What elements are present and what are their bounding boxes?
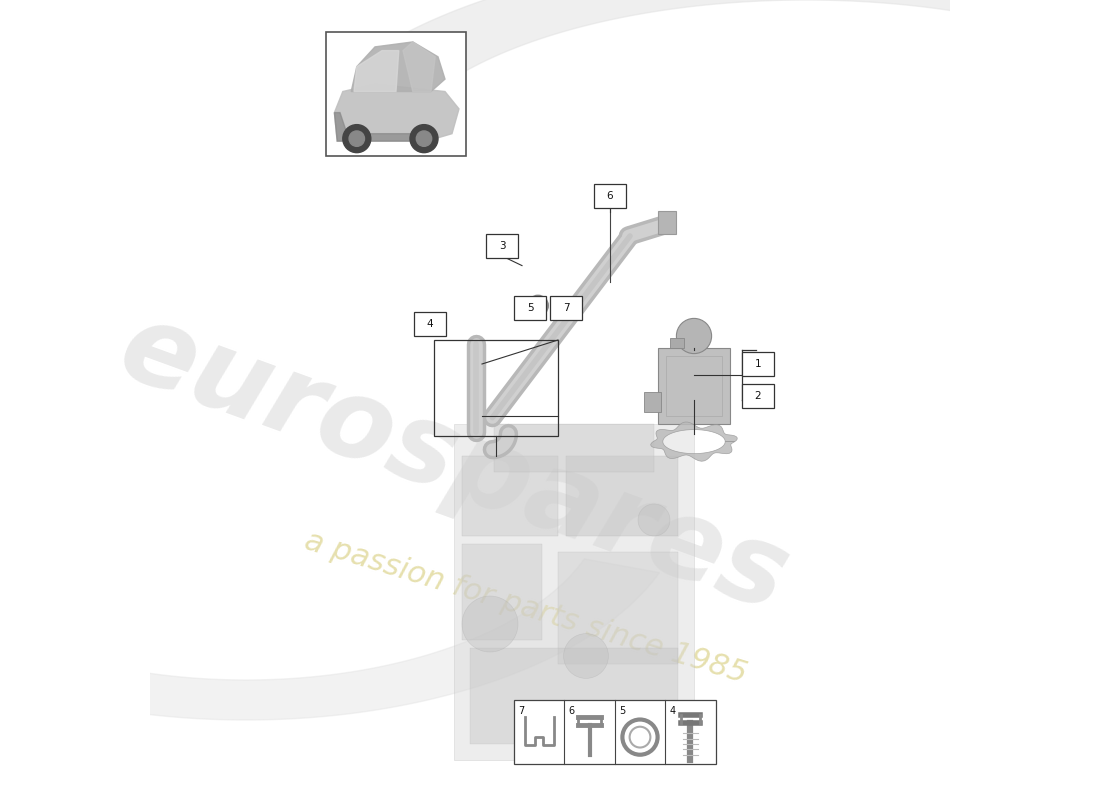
- Text: 5: 5: [527, 303, 534, 313]
- Text: 4: 4: [669, 706, 675, 717]
- Text: 6: 6: [607, 191, 614, 201]
- Text: 4: 4: [427, 319, 433, 329]
- Bar: [644, 392, 661, 412]
- Bar: [670, 338, 684, 348]
- Bar: [742, 352, 774, 376]
- Text: 1: 1: [755, 359, 761, 369]
- Bar: [742, 384, 774, 408]
- Bar: [594, 184, 626, 208]
- Circle shape: [416, 131, 431, 146]
- Text: 5: 5: [619, 706, 625, 717]
- Bar: [470, 648, 678, 744]
- Polygon shape: [351, 42, 446, 91]
- Text: 7: 7: [563, 303, 570, 313]
- Bar: [558, 552, 678, 664]
- Bar: [486, 234, 518, 258]
- Polygon shape: [334, 113, 427, 141]
- Circle shape: [349, 131, 364, 146]
- Bar: [514, 296, 546, 320]
- Bar: [462, 456, 558, 536]
- Bar: [494, 424, 654, 472]
- Polygon shape: [403, 42, 436, 91]
- Text: a passion for parts since 1985: a passion for parts since 1985: [301, 526, 750, 690]
- Bar: [454, 424, 694, 760]
- Bar: [326, 32, 466, 156]
- Bar: [566, 456, 678, 536]
- Circle shape: [676, 318, 712, 354]
- Polygon shape: [334, 0, 1100, 102]
- Text: 2: 2: [755, 391, 761, 401]
- Polygon shape: [334, 84, 459, 141]
- Bar: [666, 356, 722, 416]
- Text: eurospares: eurospares: [106, 294, 802, 634]
- Circle shape: [343, 125, 371, 153]
- Bar: [462, 544, 542, 640]
- Text: 7: 7: [518, 706, 525, 717]
- Text: 3: 3: [498, 242, 505, 251]
- Polygon shape: [0, 559, 660, 720]
- Bar: [414, 312, 446, 336]
- Bar: [434, 340, 558, 436]
- Circle shape: [462, 596, 518, 652]
- Text: 6: 6: [569, 706, 574, 717]
- Circle shape: [638, 504, 670, 536]
- Polygon shape: [651, 422, 737, 462]
- Circle shape: [410, 125, 438, 153]
- Bar: [514, 700, 716, 764]
- Bar: [658, 348, 730, 424]
- Bar: [550, 296, 582, 320]
- Polygon shape: [354, 50, 399, 91]
- Bar: [658, 211, 675, 234]
- Circle shape: [563, 634, 608, 678]
